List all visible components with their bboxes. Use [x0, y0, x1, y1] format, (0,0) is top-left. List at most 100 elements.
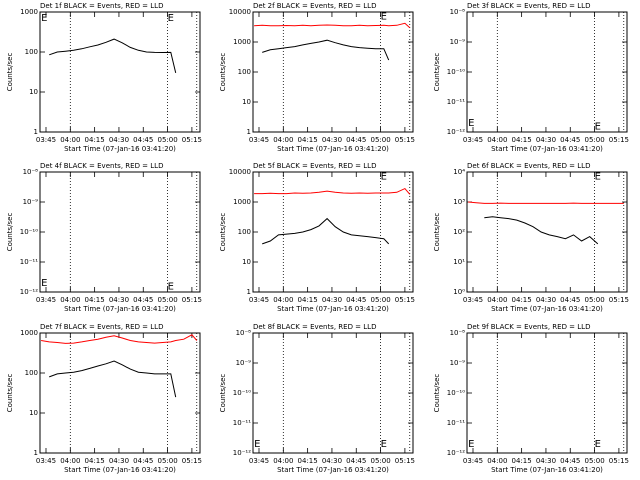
y-tick-label: 10⁰ [453, 288, 465, 296]
x-tick-label: 04:30 [109, 457, 129, 465]
y-tick-label: 10⁻¹² [447, 128, 465, 136]
plot-frame [466, 171, 628, 293]
y-tick-label: 10⁻⁹ [450, 38, 466, 46]
x-tick-label: 05:15 [609, 296, 629, 304]
x-axis-label: Start Time (07-Jan-16 03:41:20) [277, 305, 389, 313]
x-tick-label: 04:00 [487, 457, 507, 465]
x-axis-label: Start Time (07-Jan-16 03:41:20) [64, 466, 176, 474]
x-tick-label: 04:00 [273, 296, 293, 304]
x-tick-label: 05:00 [584, 457, 604, 465]
x-tick-label: 04:15 [298, 136, 318, 144]
x-tick-label: 04:00 [60, 296, 80, 304]
panel-title: Det 2f BLACK = Events, RED = LLD [253, 2, 376, 10]
x-tick-label: 04:30 [109, 136, 129, 144]
y-tick-label: 1 [247, 288, 251, 296]
y-axis-label: Counts/sec [6, 374, 14, 413]
y-tick-label: 10⁻¹¹ [233, 419, 251, 427]
x-tick-label: 04:15 [512, 296, 532, 304]
x-tick-label: 05:15 [609, 136, 629, 144]
x-tick-label: 04:15 [298, 457, 318, 465]
y-tick-label: 10⁻¹² [233, 449, 251, 457]
y-tick-label: 10⁻⁸ [450, 329, 466, 337]
x-tick-label: 05:15 [609, 457, 629, 465]
x-tick-label: 04:00 [60, 457, 80, 465]
y-tick-label: 10¹ [453, 258, 465, 266]
y-tick-label: 10 [242, 98, 251, 106]
x-tick-label: 04:45 [346, 136, 366, 144]
y-axis-label: Counts/sec [6, 213, 14, 252]
x-tick-label: 04:15 [512, 457, 532, 465]
x-tick-label: 04:45 [346, 296, 366, 304]
y-tick-label: 10⁻¹¹ [447, 419, 465, 427]
y-tick-label: 10 [29, 409, 38, 417]
x-tick-label: 04:45 [346, 457, 366, 465]
panel-title: Det 6f BLACK = Events, RED = LLD [467, 162, 590, 170]
x-tick-label: 03:45 [249, 136, 269, 144]
annotation: E [381, 439, 387, 450]
y-tick-label: 10 [242, 258, 251, 266]
x-tick-label: 04:45 [133, 136, 153, 144]
x-tick-label: 05:00 [157, 457, 177, 465]
x-tick-label: 05:15 [182, 296, 202, 304]
x-tick-label: 03:45 [36, 296, 56, 304]
y-tick-label: 10⁻⁸ [236, 329, 252, 337]
x-tick-label: 05:00 [584, 136, 604, 144]
plot-frame [466, 332, 628, 454]
x-tick-label: 05:15 [395, 457, 415, 465]
x-axis-label: Start Time (07-Jan-16 03:41:20) [491, 466, 603, 474]
x-axis-label: Start Time (07-Jan-16 03:41:20) [491, 145, 603, 153]
y-tick-label: 10⁻¹¹ [20, 258, 38, 266]
x-tick-label: 04:00 [273, 136, 293, 144]
y-axis-label: Counts/sec [6, 53, 14, 92]
y-tick-label: 10² [453, 228, 465, 236]
x-axis-label: Start Time (07-Jan-16 03:41:20) [64, 305, 176, 313]
annotation: E [168, 13, 174, 24]
x-tick-label: 03:45 [36, 457, 56, 465]
x-tick-label: 04:00 [273, 457, 293, 465]
x-tick-label: 03:45 [249, 457, 269, 465]
y-axis-label: Counts/sec [433, 374, 441, 413]
x-tick-label: 05:00 [157, 136, 177, 144]
annotation: E [595, 439, 601, 450]
y-tick-label: 10⁻¹⁰ [20, 228, 38, 236]
x-tick-label: 05:00 [584, 296, 604, 304]
y-tick-label: 10⁻¹² [20, 288, 38, 296]
x-tick-label: 04:30 [536, 296, 556, 304]
y-axis-label: Counts/sec [433, 53, 441, 92]
x-tick-label: 05:15 [182, 457, 202, 465]
plot-frame [252, 11, 414, 133]
x-tick-label: 05:00 [157, 296, 177, 304]
series-line [262, 217, 390, 245]
x-tick-label: 04:15 [298, 296, 318, 304]
annotation: E [595, 172, 601, 183]
series-line [468, 201, 624, 204]
panel-title: Det 9f BLACK = Events, RED = LLD [467, 323, 590, 331]
y-tick-label: 100 [25, 369, 38, 377]
y-axis-label: Counts/sec [219, 53, 227, 92]
panel-title: Det 4f BLACK = Events, RED = LLD [40, 162, 163, 170]
x-tick-label: 04:15 [85, 136, 105, 144]
y-tick-label: 1 [247, 128, 251, 136]
plot-frame [466, 11, 628, 133]
plot-frame [39, 11, 201, 133]
annotation: E [381, 172, 387, 183]
x-tick-label: 04:30 [109, 296, 129, 304]
y-tick-label: 1000 [233, 38, 251, 46]
x-tick-label: 04:45 [560, 457, 580, 465]
x-axis-label: Start Time (07-Jan-16 03:41:20) [277, 466, 389, 474]
x-tick-label: 04:30 [322, 296, 342, 304]
x-tick-label: 04:15 [85, 296, 105, 304]
annotation: E [468, 439, 474, 450]
series-line [262, 39, 390, 61]
x-tick-label: 03:45 [463, 136, 483, 144]
plot-frame [252, 171, 414, 293]
y-tick-label: 1000 [20, 8, 38, 16]
y-tick-label: 10⁻¹¹ [447, 98, 465, 106]
x-axis-label: Start Time (07-Jan-16 03:41:20) [491, 305, 603, 313]
x-tick-label: 05:15 [395, 296, 415, 304]
x-tick-label: 04:00 [487, 296, 507, 304]
y-tick-label: 100 [238, 68, 251, 76]
annotation: E [41, 13, 47, 24]
x-tick-label: 04:00 [60, 136, 80, 144]
